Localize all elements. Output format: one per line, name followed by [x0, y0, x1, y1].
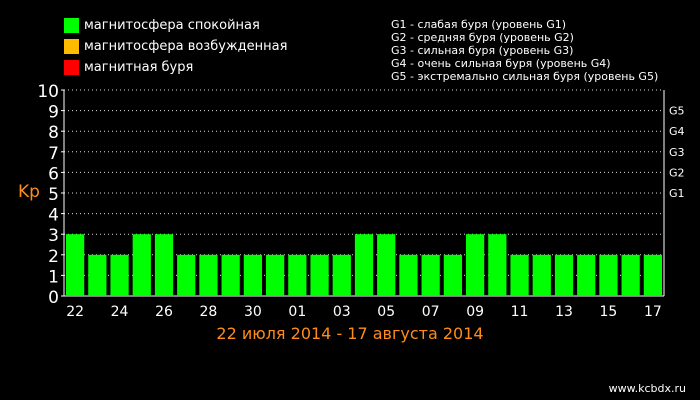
- x-tick-label: 07: [422, 304, 440, 320]
- storm-level-g3: G3 - сильная буря (уровень G3): [391, 44, 574, 57]
- kp-bar: [532, 254, 551, 296]
- y-tick-label: 9: [48, 103, 59, 123]
- kp-bar: [221, 254, 240, 296]
- storm-level-g4: G4 - очень сильная буря (уровень G4): [391, 57, 611, 70]
- x-axis-label: 22 июля 2014 - 17 августа 2014: [0, 324, 700, 343]
- legend-swatch-storm: [64, 60, 79, 75]
- y-tick-label: 3: [48, 226, 59, 246]
- y-tick-label: 1: [48, 267, 59, 287]
- kp-bar: [332, 254, 351, 296]
- y-tick-label: 7: [48, 144, 59, 164]
- kp-bar: [577, 254, 596, 296]
- g-level-tick-label: G4: [669, 125, 685, 138]
- storm-level-g2: G2 - средняя буря (уровень G2): [391, 31, 574, 44]
- y-tick-label: 4: [48, 206, 59, 226]
- g-level-tick-label: G1: [669, 187, 685, 200]
- x-tick-label: 05: [377, 304, 395, 320]
- x-tick-label: 17: [644, 304, 662, 320]
- kp-bar: [443, 254, 462, 296]
- legend-label-excited: магнитосфера возбужденная: [84, 39, 288, 54]
- kp-bar: [399, 254, 418, 296]
- legend-swatch-quiet: [64, 18, 79, 33]
- g-level-tick-label: G5: [669, 105, 685, 118]
- storm-level-g5: G5 - экстремально сильная буря (уровень …: [391, 70, 659, 83]
- y-tick-label: 0: [48, 288, 59, 308]
- y-tick-label: 8: [48, 123, 59, 143]
- y-tick-label: 2: [48, 247, 59, 267]
- x-tick-label: 09: [466, 304, 484, 320]
- kp-bar: [466, 234, 485, 296]
- y-tick-label: 5: [48, 185, 59, 205]
- x-tick-label: 13: [555, 304, 573, 320]
- y-tick-label: 10: [37, 82, 59, 102]
- kp-bar: [88, 254, 107, 296]
- kp-bar: [154, 234, 174, 296]
- kp-bar: [421, 254, 440, 296]
- watermark: www.kcbdx.ru: [608, 382, 686, 395]
- kp-bar: [66, 234, 85, 296]
- kp-bar: [310, 254, 329, 296]
- legend-label-storm: магнитная буря: [84, 60, 194, 75]
- kp-bar: [177, 254, 196, 296]
- kp-bar: [132, 234, 151, 296]
- x-tick-label: 03: [333, 304, 351, 320]
- x-tick-label: 15: [600, 304, 618, 320]
- storm-level-g1: G1 - слабая буря (уровень G1): [391, 18, 567, 31]
- kp-bar: [110, 254, 129, 296]
- kp-bar: [488, 234, 507, 296]
- legend-label-quiet: магнитосфера спокойная: [84, 18, 260, 33]
- kp-bar: [354, 234, 374, 296]
- kp-bar: [554, 254, 574, 296]
- kp-bar: [266, 254, 285, 296]
- x-tick-label: 01: [288, 304, 306, 320]
- kp-bar: [377, 234, 396, 296]
- kp-bar: [510, 254, 529, 296]
- x-tick-label: 28: [200, 304, 218, 320]
- y-axis-label: Kp: [18, 182, 40, 202]
- date-range-text: 22 июля 2014 - 17 августа 2014: [216, 324, 484, 343]
- kp-bar: [621, 254, 640, 296]
- legend-swatch-excited: [64, 39, 79, 54]
- kp-bar: [599, 254, 618, 296]
- g-level-tick-label: G2: [669, 166, 685, 179]
- y-tick-label: 6: [48, 164, 59, 184]
- kp-bar: [199, 254, 218, 296]
- kp-bar: [643, 254, 662, 296]
- kp-bar: [243, 254, 262, 296]
- x-tick-label: 24: [111, 304, 129, 320]
- kp-bar: [288, 254, 307, 296]
- x-tick-label: 30: [244, 304, 262, 320]
- storm-level-legend: G1 - слабая буря (уровень G1) G2 - средн…: [391, 18, 658, 83]
- g-level-tick-label: G3: [669, 146, 685, 159]
- x-tick-label: 26: [155, 304, 173, 320]
- x-tick-label: 11: [511, 304, 529, 320]
- x-tick-label: 22: [66, 304, 84, 320]
